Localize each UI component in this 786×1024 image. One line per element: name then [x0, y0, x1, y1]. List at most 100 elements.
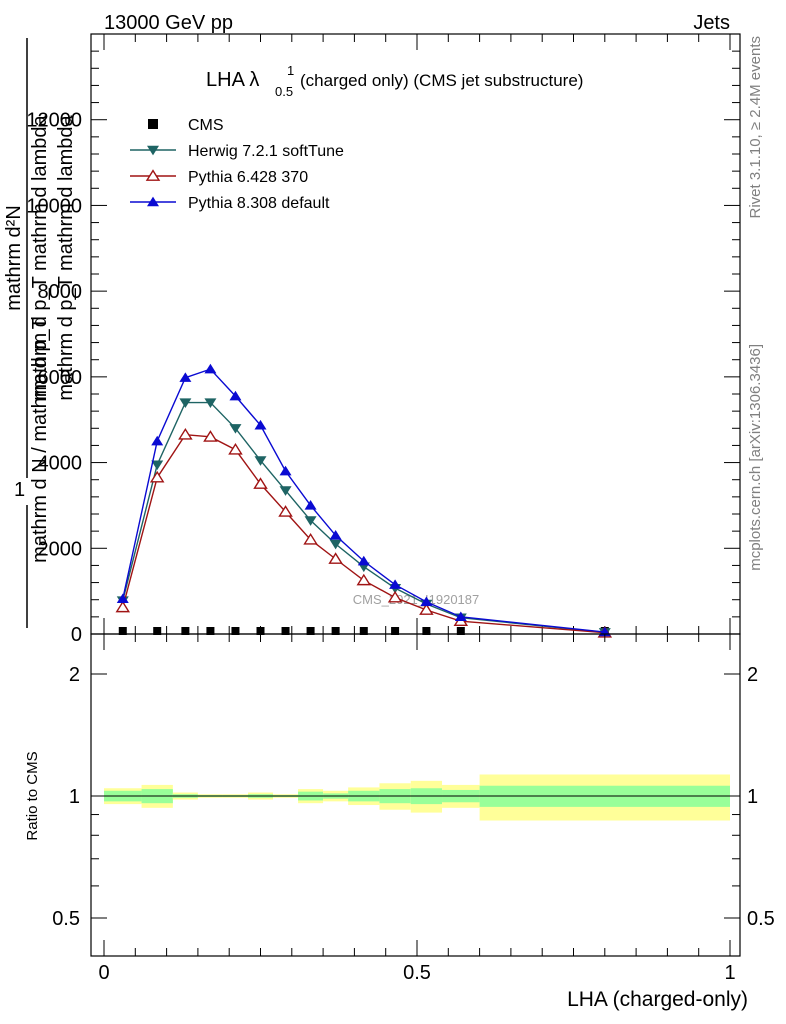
data-point	[229, 390, 242, 401]
data-point	[391, 627, 400, 635]
legend-marker	[147, 196, 159, 207]
data-point	[306, 627, 315, 635]
x-tick-label: 1	[724, 962, 735, 984]
data-point	[179, 398, 192, 408]
data-point	[281, 627, 290, 635]
ratio-ylabel: Ratio to CMS	[24, 751, 41, 840]
data-point	[229, 424, 242, 434]
data-point	[118, 627, 127, 635]
y-tick-label: 12000	[26, 110, 82, 132]
y-tick-label: 2000	[38, 538, 83, 560]
data-point	[149, 470, 165, 483]
data-point	[204, 363, 217, 374]
legend-label: Pythia 6.428 370	[188, 169, 308, 186]
data-point	[151, 435, 164, 446]
data-point	[228, 442, 243, 455]
legend-item: Pythia 6.428 370	[130, 169, 308, 186]
main-ylabel: mathrm d²N mathrm d p_T mathrm d lambda …	[3, 38, 77, 628]
data-point	[178, 427, 193, 440]
main-series-group	[115, 363, 613, 638]
data-point	[279, 486, 292, 496]
ylabel-top-num: mathrm d²N	[3, 205, 25, 311]
data-point	[359, 627, 368, 635]
legend: CMS Herwig 7.2.1 softTune Pythia 6.428 370…	[130, 117, 344, 212]
title-main: LHA λ	[206, 69, 259, 91]
x-tick-label: 0	[98, 962, 109, 984]
legend-label: Pythia 8.308 default	[188, 195, 330, 212]
jets-label: Jets	[693, 12, 730, 34]
series-line	[122, 368, 605, 633]
rivet-label: Rivet 3.1.10, ≥ 2.4M events	[747, 36, 764, 219]
x-tick-label: 0.5	[403, 962, 431, 984]
legend-marker	[147, 145, 159, 156]
ylabel-top-den: mathrm d p_T mathrm d lambda	[29, 114, 51, 400]
data-point	[116, 593, 129, 604]
title-rest: (charged only) (CMS jet substructure)	[300, 71, 583, 90]
legend-marker	[148, 119, 158, 129]
main-axis-ticks: 0 2000 4000 6000 8000 10000 12000	[26, 34, 740, 646]
ratio-y-tick-label-right: 0.5	[747, 908, 775, 930]
ratio-bands	[104, 774, 730, 821]
data-point	[179, 372, 192, 382]
data-point	[456, 627, 465, 635]
legend-label: Herwig 7.2.1 softTune	[188, 143, 344, 160]
plot-title: LHA λ 1 0.5 (charged only) (CMS jet subs…	[206, 63, 583, 99]
title-sup: 1	[287, 63, 294, 78]
data-point	[389, 579, 402, 589]
data-point	[231, 627, 240, 635]
y-tick-label: 6000	[38, 367, 83, 389]
ylabel-mid: mathrm d p_T mathrm d lambda	[55, 114, 77, 400]
data-point	[253, 477, 268, 489]
data-point	[331, 627, 340, 635]
data-point	[254, 419, 267, 430]
ratio-y-tick-label-right: 1	[747, 786, 758, 808]
data-point	[419, 603, 434, 615]
energy-label: 13000 GeV pp	[104, 12, 233, 34]
legend-marker	[145, 169, 161, 181]
ratio-axis-ticks: 0.5 0.5 1 1 2 2 0 0.5 1	[52, 634, 775, 984]
y-tick-label: 8000	[38, 281, 83, 303]
data-point	[303, 532, 318, 545]
x-axis-label: LHA (charged-only)	[567, 988, 748, 1011]
data-point	[181, 627, 190, 635]
data-point	[422, 627, 431, 635]
data-point	[304, 516, 317, 526]
ratio-y-tick-label: 1	[69, 786, 80, 808]
legend-item: Herwig 7.2.1 softTune	[130, 143, 344, 160]
data-point	[304, 500, 317, 510]
ratio-y-tick-label: 0.5	[52, 908, 80, 930]
data-point	[254, 456, 267, 466]
mcplots-label: mcplots.cern.ch [arXiv:1306.3436]	[747, 344, 764, 571]
data-point	[357, 555, 370, 566]
data-point	[204, 398, 217, 408]
data-point	[278, 505, 293, 517]
ratio-plot-frame	[90, 633, 741, 957]
data-point	[328, 552, 343, 564]
series-line	[122, 401, 605, 633]
data-point	[454, 611, 467, 622]
data-point	[203, 430, 218, 442]
y-tick-label: 4000	[38, 453, 83, 475]
data-point	[279, 465, 292, 476]
legend-item: CMS	[148, 117, 224, 134]
y-tick-label: 10000	[26, 195, 82, 217]
data-point	[329, 530, 342, 540]
data-point	[151, 460, 164, 471]
ratio-plot-panel: 0.5 0.5 1 1 2 2 0 0.5 1 Ratio to CMS LHA (charge…	[24, 633, 775, 1011]
ylabel-bottom-den: mathrm d N / mathrm d p_T	[29, 317, 51, 563]
legend-label: CMS	[188, 117, 224, 134]
data-point	[115, 600, 131, 613]
y-tick-label: 0	[71, 624, 82, 646]
data-point	[420, 596, 433, 607]
title-sub: 0.5	[275, 84, 293, 99]
legend-item: Pythia 8.308 default	[130, 195, 330, 212]
data-point	[153, 627, 162, 635]
data-point	[356, 573, 372, 586]
data-point	[329, 539, 342, 550]
data-point	[387, 590, 403, 603]
ratio-y-tick-label: 2	[69, 664, 80, 686]
data-point	[256, 627, 265, 635]
ylabel-one: 1	[14, 479, 25, 501]
